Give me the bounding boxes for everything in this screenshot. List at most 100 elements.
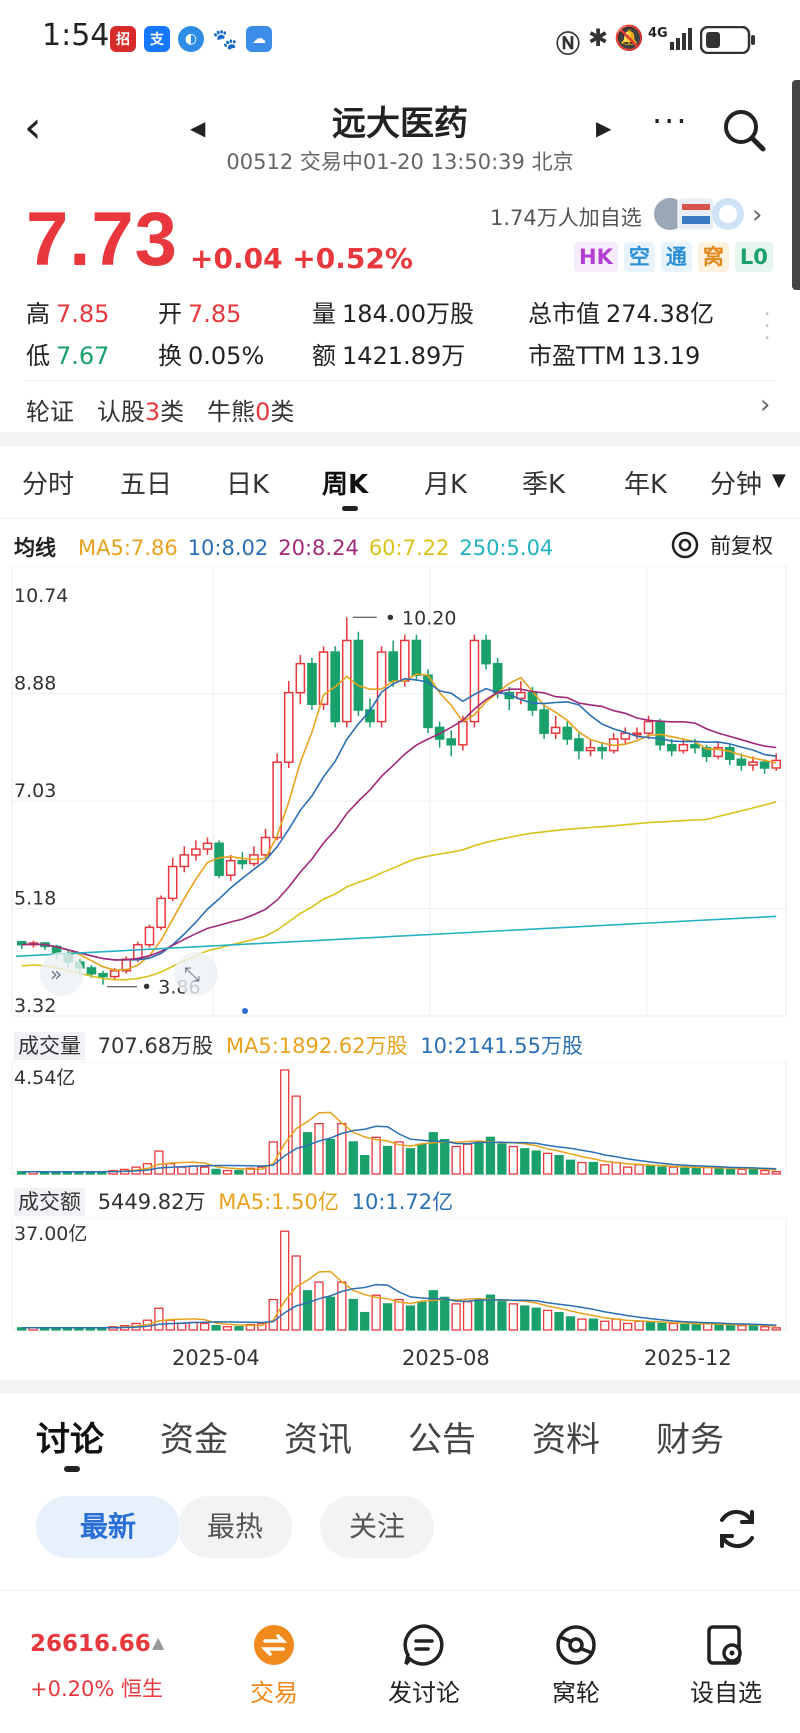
back-icon[interactable]: ‹ bbox=[24, 102, 42, 153]
volume-bar bbox=[257, 1322, 267, 1331]
discussion-tab-5[interactable]: 财务 bbox=[656, 1420, 724, 1460]
period-tab-3[interactable]: 周K bbox=[322, 470, 369, 500]
badge-1[interactable]: 空 bbox=[623, 242, 655, 272]
period-tab-7[interactable]: 分钟 bbox=[710, 470, 763, 500]
scroll-left-icon[interactable] bbox=[40, 952, 84, 996]
discussion-tab-1[interactable]: 资金 bbox=[160, 1420, 228, 1460]
filter-follow[interactable]: 关注 bbox=[320, 1496, 434, 1558]
page-dot bbox=[242, 1008, 248, 1014]
volume-bar bbox=[325, 1296, 336, 1331]
follower-avatars[interactable] bbox=[654, 196, 746, 232]
index-change[interactable]: +0.20% 恒生 bbox=[30, 1677, 163, 1701]
volume-bar bbox=[668, 1322, 679, 1331]
candle bbox=[724, 744, 735, 766]
volume-bar bbox=[154, 1307, 164, 1331]
volume-bar bbox=[577, 1161, 587, 1175]
volume-bar bbox=[725, 1324, 736, 1331]
amount-chart[interactable]: 37.00亿 bbox=[0, 1218, 800, 1334]
volume-bar bbox=[177, 1322, 187, 1331]
volume-bar bbox=[165, 1163, 175, 1175]
zoom-icon[interactable] bbox=[174, 952, 218, 996]
cmb-icon: 招 bbox=[110, 26, 136, 52]
price-tick: 3.32 bbox=[14, 995, 56, 1017]
next-stock-icon[interactable]: ▶ bbox=[596, 116, 612, 140]
volume-bar bbox=[337, 1122, 347, 1175]
stock-badges: HK 空通窝 L0 bbox=[574, 242, 773, 272]
more-icon[interactable]: ··· bbox=[652, 102, 689, 140]
side-handle[interactable] bbox=[792, 80, 800, 290]
bottom-bar: 26616.66 ▲ +0.20% 恒生 交易 发讨论 窝轮 设自选 bbox=[0, 1590, 800, 1733]
discussion-tab-2[interactable]: 资讯 bbox=[284, 1420, 352, 1460]
volume-bar bbox=[542, 1309, 553, 1331]
period-tab-4[interactable]: 月K bbox=[424, 470, 468, 500]
follower-count[interactable]: 1.74万人加自选 bbox=[490, 206, 642, 230]
divider bbox=[26, 380, 774, 381]
follower-chevron-icon[interactable]: › bbox=[752, 200, 763, 230]
candle bbox=[597, 741, 607, 760]
badge-2[interactable]: 通 bbox=[660, 242, 692, 272]
volume-bar bbox=[485, 1294, 496, 1331]
volume-ma-5 bbox=[21, 1111, 777, 1173]
candlestick-chart[interactable]: 10.748.887.035.183.32• 10.20• 3.86» ⤡ bbox=[0, 566, 800, 1026]
search-icon[interactable] bbox=[722, 108, 766, 152]
period-tab-5[interactable]: 季K bbox=[522, 470, 566, 500]
candle bbox=[202, 837, 213, 855]
refresh-icon[interactable] bbox=[712, 1504, 762, 1554]
volume-bar bbox=[474, 1141, 484, 1175]
volume-bar bbox=[302, 1290, 313, 1331]
volume-bar bbox=[680, 1167, 690, 1175]
browser-icon: ◐ bbox=[178, 26, 204, 52]
volume-bar bbox=[771, 1327, 781, 1331]
volume-bar bbox=[600, 1320, 610, 1331]
date-tick: 2025-04 bbox=[172, 1346, 260, 1370]
volume-bar bbox=[497, 1143, 507, 1175]
volume-ma-10 bbox=[21, 1283, 777, 1329]
nav-warrant[interactable]: 窝轮 bbox=[526, 1623, 626, 1708]
stat-mktcap: 总市值 274.38亿 bbox=[528, 300, 714, 328]
adjust-mode[interactable]: 前复权 bbox=[710, 534, 773, 558]
period-tab-2[interactable]: 日K bbox=[226, 470, 270, 500]
volume-bar bbox=[462, 1301, 473, 1331]
nav-trade[interactable]: 交易 bbox=[224, 1623, 324, 1708]
volume-bar bbox=[554, 1155, 564, 1175]
volume-bar bbox=[440, 1296, 450, 1331]
volume-bar bbox=[737, 1168, 747, 1175]
volume-bar bbox=[485, 1136, 496, 1175]
volume-bar bbox=[520, 1305, 530, 1331]
adjust-icon[interactable] bbox=[670, 530, 700, 560]
period-tab-0[interactable]: 分时 bbox=[22, 470, 75, 500]
discussion-tab-4[interactable]: 资料 bbox=[532, 1420, 600, 1460]
candle bbox=[353, 631, 364, 716]
volume-bar bbox=[211, 1168, 221, 1175]
warrant-chevron-icon[interactable]: › bbox=[760, 390, 771, 420]
candle bbox=[318, 646, 329, 711]
index-arrow-icon[interactable]: ▲ bbox=[152, 1633, 165, 1652]
badge-4[interactable]: L0 bbox=[734, 242, 773, 272]
discussion-tab-0[interactable]: 讨论 bbox=[36, 1420, 104, 1460]
period-tab-1[interactable]: 五日 bbox=[120, 470, 173, 500]
volume-chart[interactable]: 4.54亿 bbox=[0, 1062, 800, 1178]
candle bbox=[191, 840, 201, 861]
filter-latest[interactable]: 最新 bbox=[36, 1496, 180, 1558]
volume-bar bbox=[474, 1298, 484, 1331]
period-tab-6[interactable]: 年K bbox=[624, 470, 668, 500]
ma-item-0: MA5:7.86 bbox=[78, 536, 178, 560]
expand-dots-icon[interactable]: · · · bbox=[764, 302, 771, 350]
volume-bar bbox=[554, 1311, 564, 1331]
index-value[interactable]: 26616.66 bbox=[30, 1631, 151, 1657]
prev-stock-icon[interactable]: ◀ bbox=[190, 116, 206, 140]
badge-0[interactable]: HK bbox=[574, 242, 618, 272]
filter-hot[interactable]: 最热 bbox=[178, 1496, 292, 1558]
volume-bar bbox=[211, 1324, 221, 1331]
discussion-tab-3[interactable]: 公告 bbox=[408, 1420, 476, 1460]
candle bbox=[736, 753, 747, 771]
nav-watchlist[interactable]: 设自选 bbox=[676, 1623, 776, 1708]
volume-bar bbox=[565, 1316, 576, 1331]
minute-dropdown-icon[interactable]: ▼ bbox=[772, 470, 786, 491]
volume-bar bbox=[623, 1166, 633, 1175]
nav-post[interactable]: 发讨论 bbox=[374, 1623, 474, 1708]
volume-bar bbox=[337, 1281, 347, 1331]
warrant-row[interactable]: 轮证 认股3类 牛熊0类 bbox=[26, 398, 295, 426]
badge-3[interactable]: 窝 bbox=[697, 242, 729, 272]
volume-bar bbox=[371, 1136, 381, 1175]
